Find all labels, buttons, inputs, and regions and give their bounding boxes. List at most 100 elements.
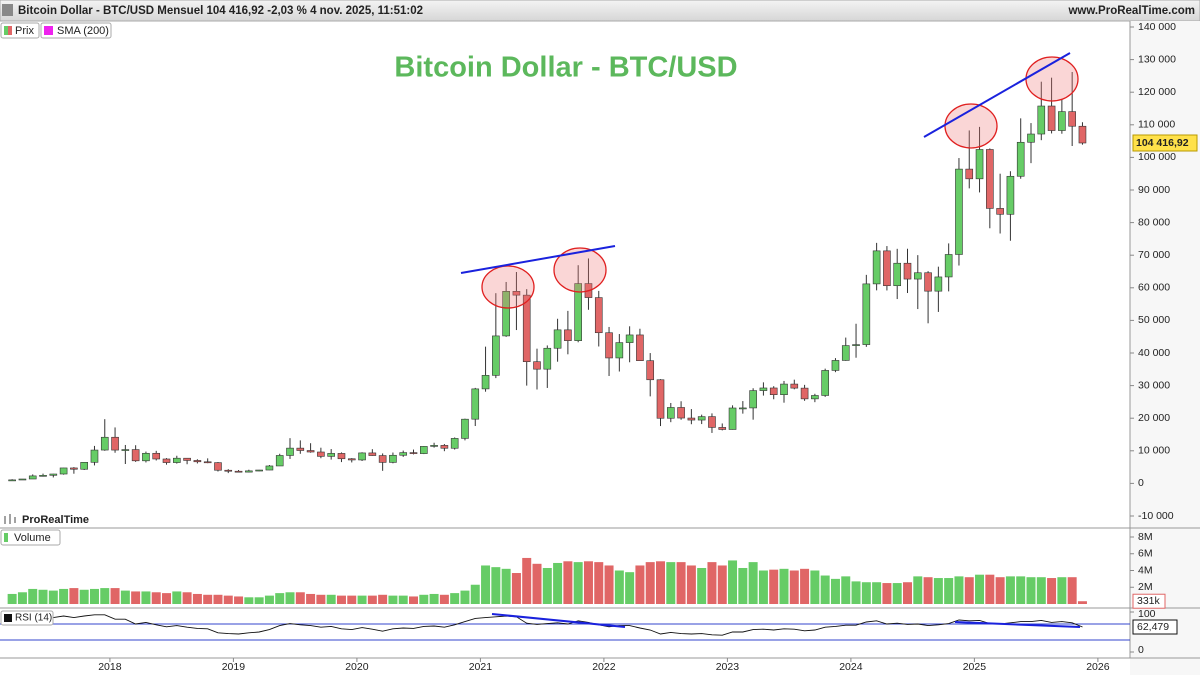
- candle-body: [780, 383, 788, 395]
- annotations: [481, 56, 1079, 309]
- legend-item[interactable]: [0, 529, 61, 546]
- candle-body: [203, 461, 212, 464]
- price-marker: [1132, 134, 1198, 152]
- y-tick-label: 50 000: [1138, 314, 1170, 326]
- volume-bar: [254, 597, 264, 604]
- candle-body: [399, 452, 408, 456]
- candle-body: [327, 453, 335, 457]
- volume-bar: [409, 596, 419, 604]
- volume-bar: [800, 568, 810, 604]
- volume-bar: [275, 593, 285, 604]
- volume-bar: [1057, 577, 1067, 604]
- candle-body: [142, 452, 150, 462]
- candle-body: [1037, 105, 1046, 135]
- candle-body: [471, 388, 480, 420]
- volume-bar: [223, 595, 233, 604]
- y-tick-label: 0: [1138, 644, 1144, 656]
- volume-bar: [347, 595, 357, 604]
- trendline: [923, 52, 1071, 138]
- volume-bar: [748, 562, 758, 604]
- candle-body: [811, 395, 819, 400]
- candle-body: [430, 445, 438, 447]
- volume-bar: [1016, 576, 1026, 604]
- chart-title: Bitcoin Dollar - BTC/USD: [394, 52, 737, 84]
- volume-bar: [38, 589, 48, 604]
- volume-bar: [285, 592, 295, 604]
- volume-bar: [1047, 578, 1057, 604]
- legend-item[interactable]: [0, 610, 54, 626]
- legend-icon: [4, 26, 8, 35]
- volume-bar: [933, 578, 943, 604]
- volume-bar: [583, 561, 593, 604]
- candle-body: [409, 452, 418, 454]
- candle-body: [224, 469, 233, 472]
- volume-bar: [954, 576, 964, 604]
- volume-bar: [594, 562, 604, 604]
- annotation-circle: [553, 247, 607, 293]
- candle-body: [90, 449, 99, 463]
- x-tick-label: 2025: [963, 661, 987, 673]
- volume-bar: [192, 593, 202, 604]
- candle-body: [28, 475, 37, 480]
- volume-bar: [316, 594, 326, 604]
- candle-body: [389, 454, 397, 463]
- candle-body: [677, 407, 685, 419]
- candle-body: [759, 387, 768, 391]
- volume-bar: [131, 591, 141, 604]
- candle-body: [821, 370, 829, 396]
- volume-bar: [110, 588, 120, 604]
- candle-body: [70, 467, 78, 470]
- annotation-circle: [481, 265, 535, 309]
- volume-bar: [59, 588, 69, 604]
- candle-body: [749, 390, 757, 409]
- volume-bar: [542, 567, 552, 604]
- volume-bar: [264, 595, 274, 604]
- candle-body: [121, 449, 130, 451]
- header-icon: [2, 4, 13, 16]
- candle-body: [913, 272, 922, 280]
- volume-bar: [1067, 577, 1077, 604]
- x-tick-label: 2018: [98, 661, 122, 673]
- candle-body: [317, 451, 325, 457]
- legend-icon: [8, 26, 12, 35]
- candle-body: [800, 387, 809, 400]
- volume-bar: [872, 582, 882, 604]
- candle-body: [790, 383, 799, 389]
- candle-body: [1068, 111, 1076, 127]
- volume-bar: [481, 565, 491, 604]
- candle-body: [378, 455, 387, 463]
- volume-bar: [944, 578, 954, 604]
- y-tick-label: 2M: [1138, 581, 1153, 593]
- candle-body: [594, 297, 603, 334]
- site-link[interactable]: www.ProRealTime.com: [1067, 5, 1195, 17]
- y-tick-label: 70 000: [1138, 249, 1170, 261]
- candle-body: [512, 291, 521, 296]
- candle-body: [481, 375, 490, 390]
- legend-item[interactable]: [40, 22, 112, 39]
- volume-bar: [614, 570, 624, 604]
- volume-bar: [522, 557, 532, 604]
- volume-bar: [728, 560, 738, 604]
- volume-bar: [378, 594, 388, 604]
- candle-body: [296, 447, 305, 451]
- candle-body: [739, 407, 747, 410]
- candle-body: [697, 416, 706, 421]
- volume-bar: [830, 578, 840, 604]
- volume-bar: [388, 595, 398, 604]
- volume-bar: [666, 562, 676, 604]
- candle-body: [522, 294, 531, 363]
- volume-bar: [7, 593, 17, 604]
- volume-bar: [100, 588, 110, 604]
- rsi-marker: [1132, 619, 1178, 635]
- candle-body: [862, 283, 871, 345]
- x-tick-label: 2023: [716, 661, 740, 673]
- volume-bar: [820, 575, 830, 604]
- candle-body: [1058, 111, 1066, 131]
- rsi-line: [12, 614, 1083, 636]
- candle-body: [708, 416, 716, 428]
- volume-bar: [1026, 577, 1036, 604]
- volume-bar: [295, 592, 305, 604]
- y-tick-label: 100 000: [1138, 151, 1176, 163]
- candle-body: [1047, 105, 1056, 131]
